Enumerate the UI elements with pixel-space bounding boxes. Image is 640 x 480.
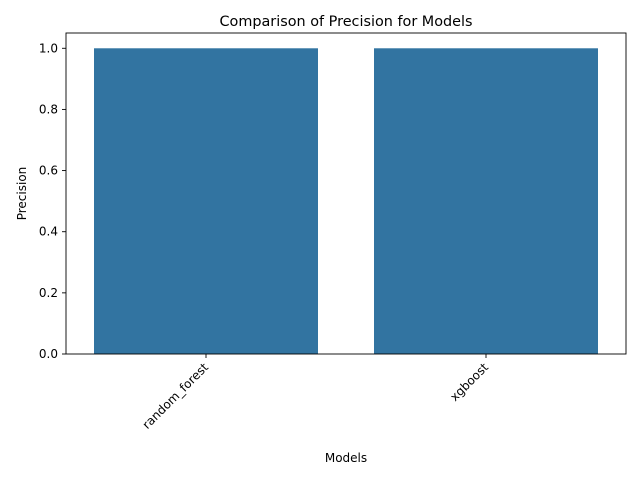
y-tick-label: 0.6 (39, 164, 58, 178)
y-tick-label: 0.8 (39, 102, 58, 116)
y-tick-label: 1.0 (39, 41, 58, 55)
bars-group (94, 48, 598, 355)
x-axis-label: Models (325, 451, 367, 465)
y-axis: 0.0 0.2 0.4 0.6 0.8 1.0 (39, 41, 66, 361)
bar-xgboost (374, 48, 598, 355)
y-axis-label: Precision (15, 167, 29, 221)
y-tick-label: 0.0 (39, 347, 58, 361)
bar-random-forest (94, 48, 318, 355)
y-tick-label: 0.4 (39, 225, 58, 239)
chart-title: Comparison of Precision for Models (219, 14, 472, 30)
y-tick-label: 0.2 (39, 286, 58, 300)
plot-frame (65, 32, 627, 355)
